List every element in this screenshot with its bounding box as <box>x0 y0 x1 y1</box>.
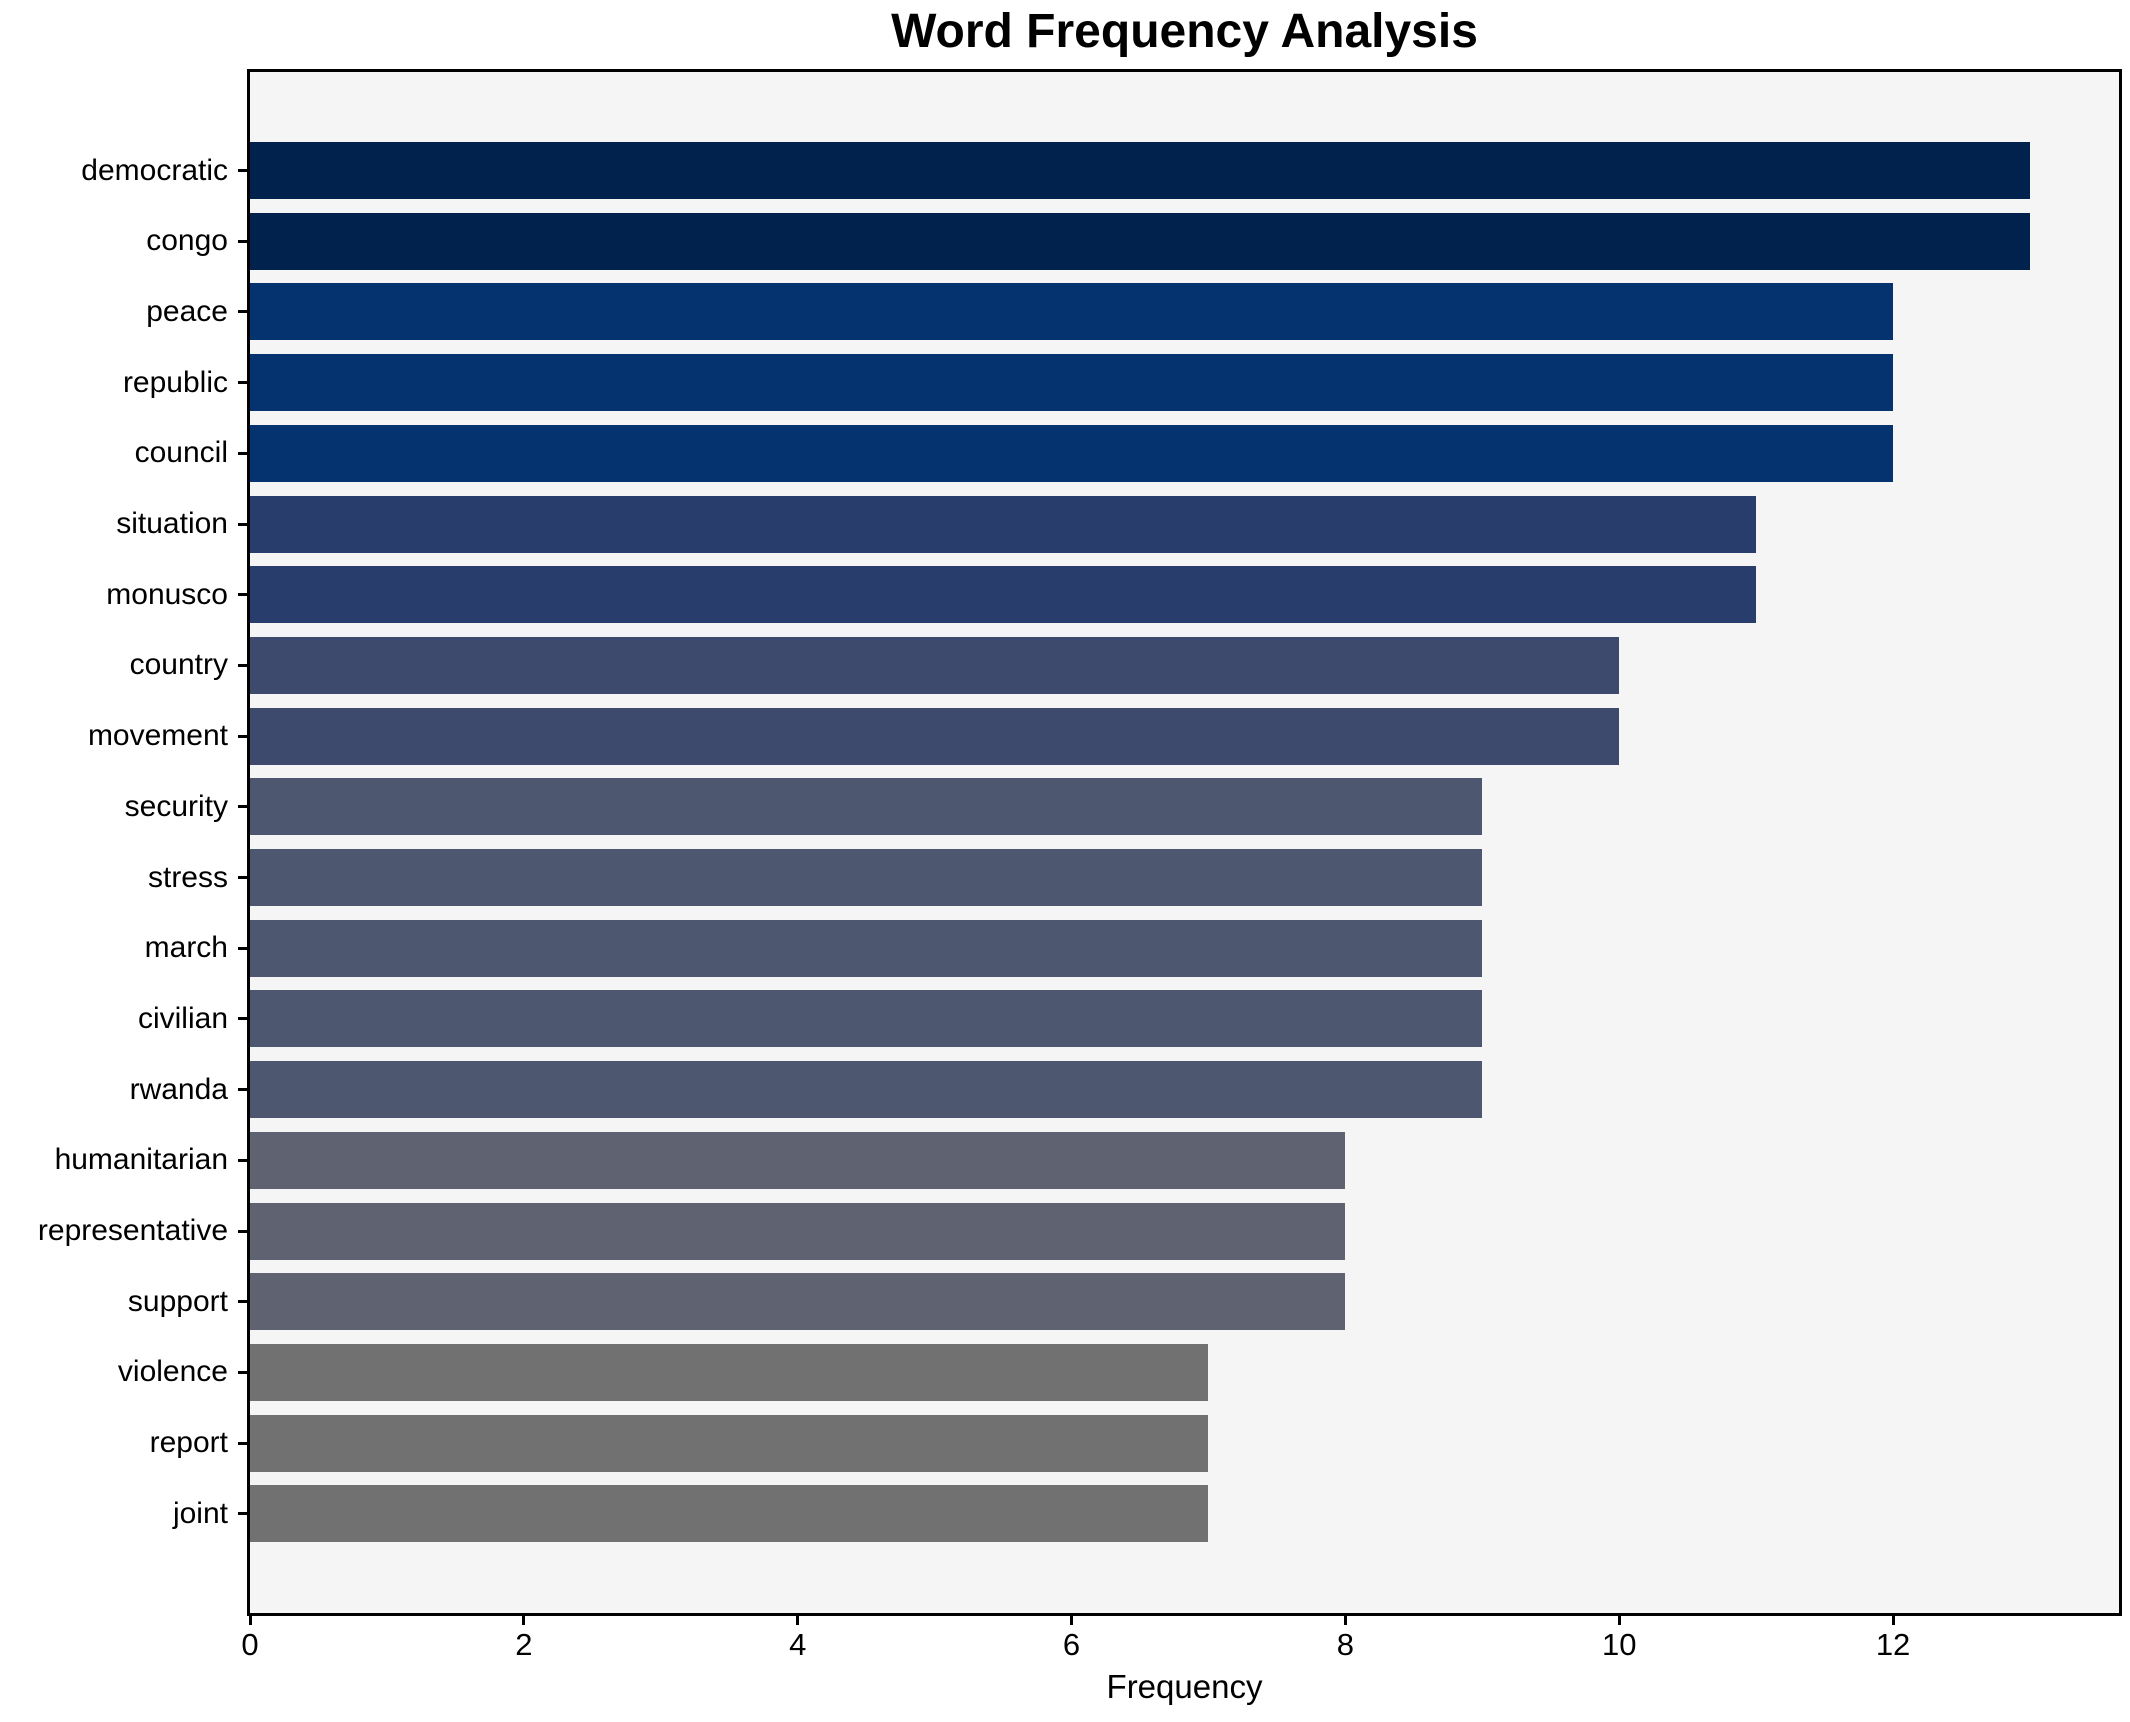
bar-democratic <box>250 142 2030 199</box>
y-tick-label: humanitarian <box>54 1143 228 1177</box>
x-tick-label: 10 <box>1601 1627 1637 1662</box>
y-tick-label: congo <box>146 224 228 258</box>
plot-area <box>247 69 2122 1616</box>
y-tick-label: situation <box>116 507 228 540</box>
y-tick-label: joint <box>172 1496 228 1530</box>
x-tick-label: 6 <box>1062 1627 1081 1662</box>
x-tick-mark <box>1070 1616 1074 1625</box>
y-tick-label: march <box>144 931 228 965</box>
y-tick-mark <box>238 451 247 455</box>
y-tick-mark <box>238 1300 247 1304</box>
x-tick-label: 0 <box>241 1627 259 1662</box>
bar-civilian <box>250 990 1483 1048</box>
bar-republic <box>250 354 1894 412</box>
y-tick-mark <box>238 522 247 526</box>
bar-violence <box>250 1343 1209 1401</box>
bar-country <box>250 636 1620 694</box>
y-tick-label: republic <box>122 365 228 399</box>
y-tick-mark <box>238 876 247 879</box>
y-tick-mark <box>238 1441 247 1445</box>
x-tick-mark <box>248 1616 252 1625</box>
y-tick-mark <box>238 946 247 950</box>
bar-rwanda <box>250 1061 1483 1119</box>
y-tick-label: country <box>129 648 228 682</box>
y-tick-mark <box>238 381 247 385</box>
y-tick-mark <box>238 1158 247 1162</box>
y-tick-label: security <box>124 789 228 823</box>
y-tick-mark <box>238 734 247 738</box>
y-tick-label: peace <box>146 294 228 328</box>
bar-congo <box>250 212 2030 270</box>
x-tick-label: 4 <box>789 1627 807 1662</box>
y-tick-mark <box>238 310 247 314</box>
y-tick-label: report <box>149 1426 228 1460</box>
bar-monusco <box>250 566 1757 624</box>
y-tick-label: support <box>127 1284 228 1318</box>
y-tick-mark <box>238 1512 247 1516</box>
y-tick-label: democratic <box>81 153 228 187</box>
x-tick-mark <box>1343 1616 1347 1625</box>
bar-security <box>250 778 1483 836</box>
bar-representative <box>250 1202 1346 1260</box>
bar-council <box>250 424 1894 482</box>
y-tick-label: civilian <box>137 1001 228 1035</box>
y-tick-mark <box>238 593 247 597</box>
y-tick-label: violence <box>117 1355 228 1389</box>
y-tick-mark <box>238 663 247 667</box>
x-tick-label: 8 <box>1336 1627 1354 1662</box>
bar-stress <box>250 849 1483 906</box>
chart-title: Word Frequency Analysis <box>891 5 1478 58</box>
bar-peace <box>250 283 1894 341</box>
x-tick-mark <box>522 1616 526 1625</box>
y-tick-mark <box>238 1370 247 1374</box>
y-tick-label: representative <box>37 1214 228 1247</box>
y-tick-mark <box>238 1229 247 1233</box>
y-tick-label: movement <box>87 719 228 753</box>
x-tick-mark <box>796 1616 800 1625</box>
y-tick-mark <box>238 1088 247 1092</box>
x-tick-label: 2 <box>515 1627 533 1662</box>
y-tick-mark <box>238 805 247 809</box>
bar-report <box>250 1414 1209 1472</box>
x-axis-label: Frequency <box>1106 1668 1263 1705</box>
bar-humanitarian <box>250 1131 1346 1189</box>
y-tick-mark <box>238 169 247 172</box>
y-tick-mark <box>238 1017 247 1021</box>
bar-situation <box>250 495 1757 553</box>
y-tick-label: monusco <box>106 577 228 611</box>
bar-movement <box>250 707 1620 765</box>
x-tick-mark <box>1617 1616 1621 1625</box>
x-tick-label: 12 <box>1875 1627 1911 1662</box>
y-tick-label: rwanda <box>129 1072 228 1106</box>
y-tick-mark <box>238 239 247 243</box>
y-tick-label: council <box>134 436 228 470</box>
bar-support <box>250 1273 1346 1331</box>
y-tick-label: stress <box>147 860 228 894</box>
bar-joint <box>250 1485 1209 1543</box>
bar-march <box>250 919 1483 977</box>
x-tick-mark <box>1891 1616 1895 1625</box>
